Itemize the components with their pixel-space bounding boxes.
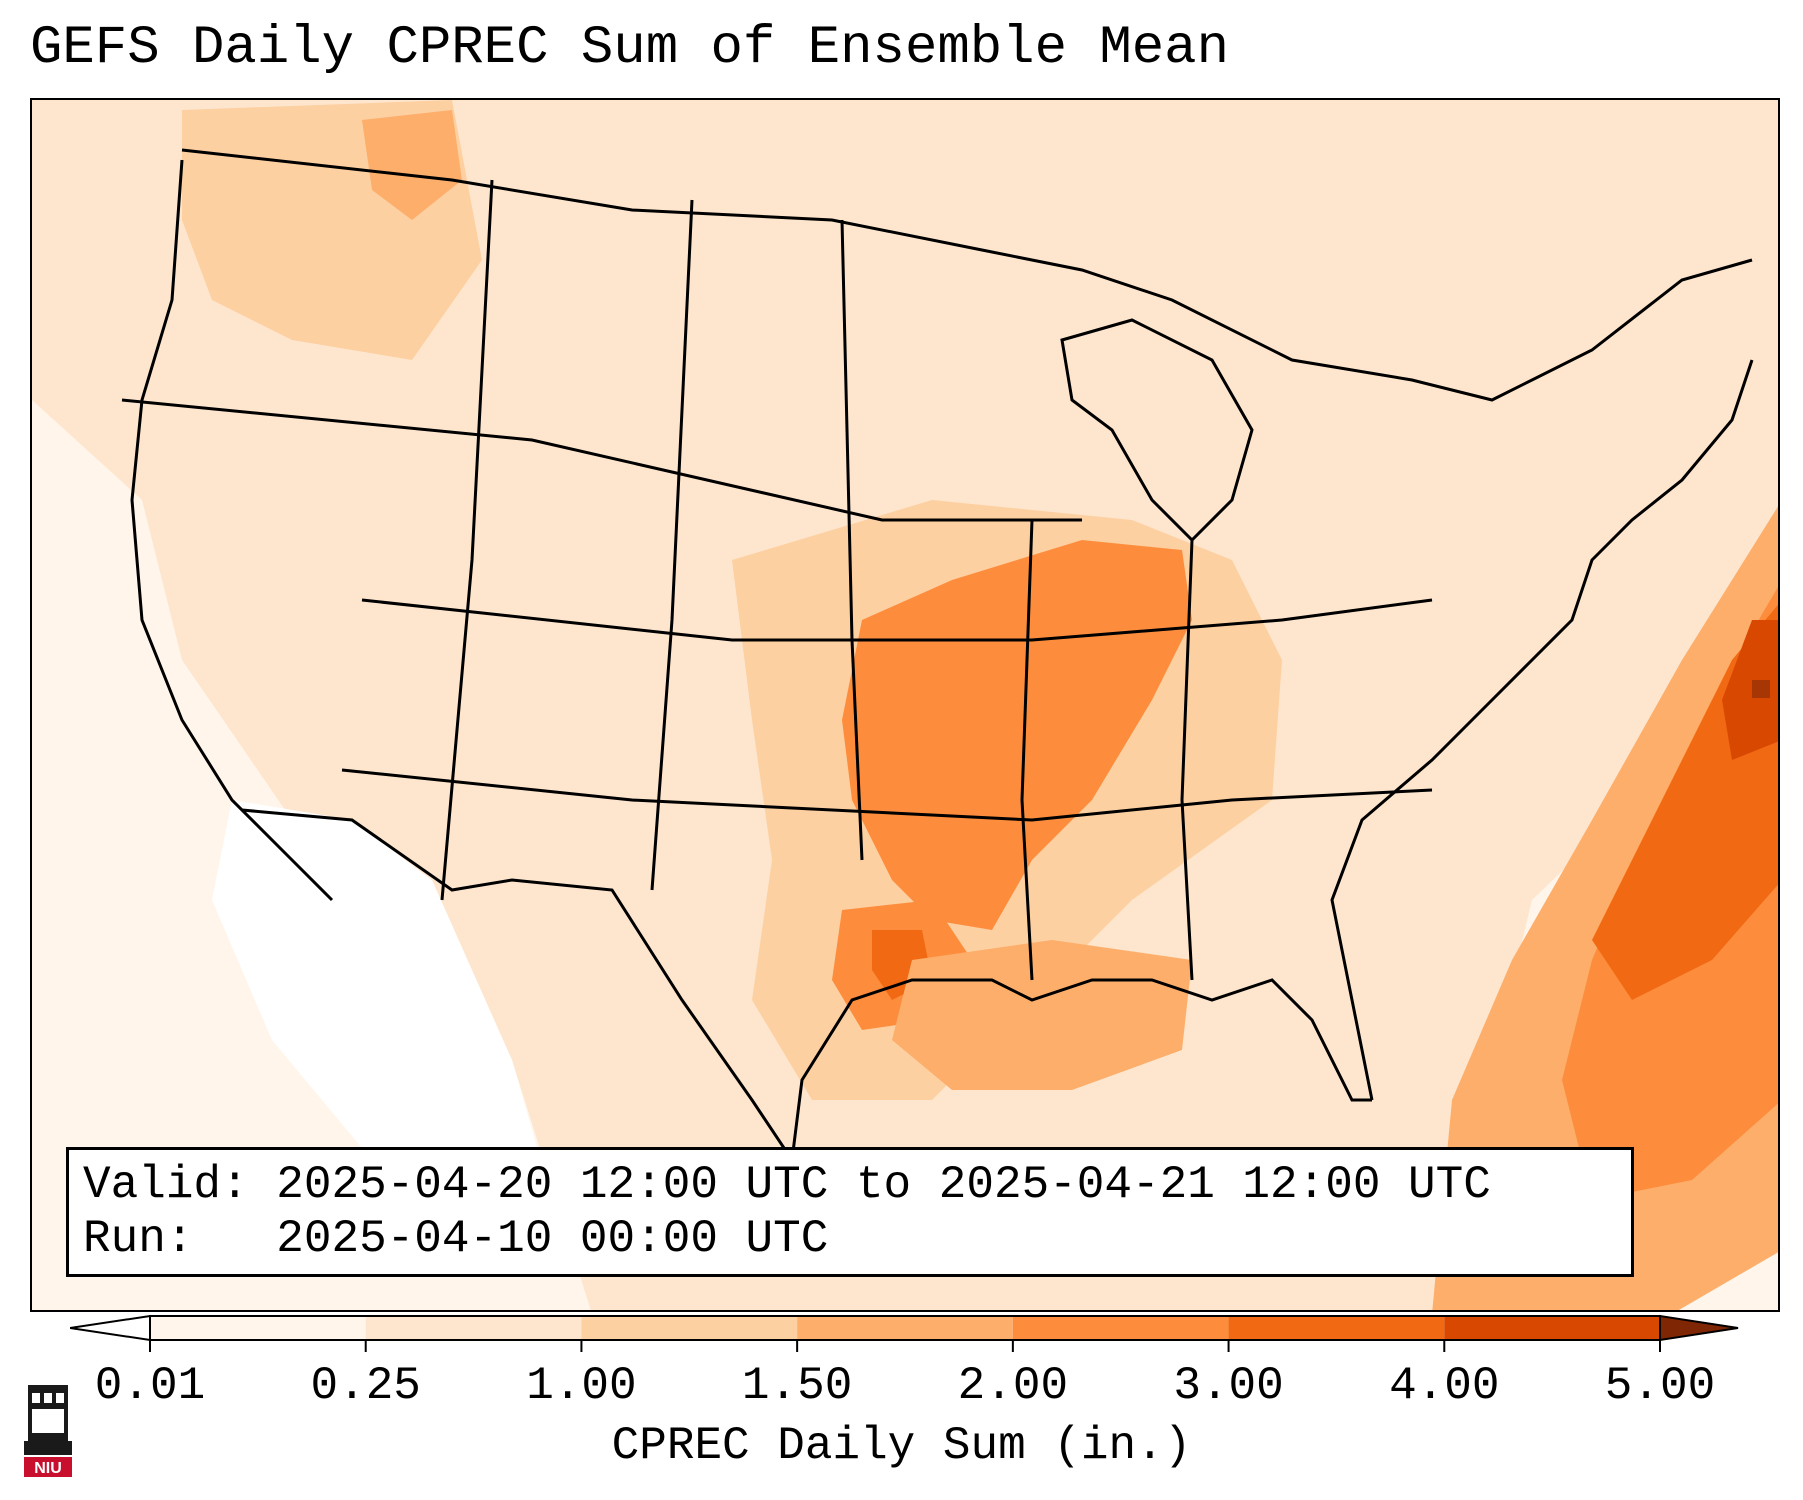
colorbar-tick-label: 1.00 (526, 1360, 637, 1412)
colorbar-over-arrow (1659, 1314, 1739, 1342)
state-line-4 (440, 179, 494, 901)
colorbar-swatch (1228, 1316, 1445, 1340)
colorbar-outline (149, 1315, 1661, 1341)
precip-atlantic-peak (1722, 620, 1778, 760)
gulf-coast (790, 978, 1372, 1161)
colorbar-tick-label: 3.00 (1173, 1360, 1284, 1412)
precip-pacific-nw-core (362, 110, 462, 220)
niu-logo: NIU (24, 1385, 72, 1477)
colorbar-tick-label: 0.25 (310, 1360, 421, 1412)
colorbar-tick-label: 4.00 (1389, 1360, 1500, 1412)
colorbar-swatch (1444, 1316, 1660, 1340)
precip-map (32, 100, 1778, 1310)
precip-atlantic-max (1752, 680, 1770, 698)
colorbar-label: CPREC Daily Sum (in.) (611, 1420, 1192, 1472)
precip-mississippi-band (842, 540, 1192, 930)
state-line-7 (1020, 519, 1034, 981)
colorbar-swatch (365, 1316, 582, 1340)
state-line-3 (341, 768, 1433, 822)
colorbar-swatch (1012, 1316, 1229, 1340)
colorbar-tick-label: 2.00 (957, 1360, 1069, 1412)
run-label: Run: (83, 1213, 194, 1265)
pacific-coast (130, 159, 334, 902)
precip-gulf-coast (892, 940, 1192, 1090)
state-line-5 (650, 199, 694, 891)
atlantic-coast (1330, 359, 1754, 1101)
colorbar-swatch (150, 1316, 366, 1340)
state-line-8 (1180, 539, 1194, 981)
colorbar-tick-label: 0.01 (94, 1360, 206, 1412)
state-line-2 (361, 598, 1433, 642)
state-line-1 (121, 398, 1082, 522)
colorbar-tick-label: 5.00 (1604, 1360, 1716, 1412)
colorbar (70, 1314, 1739, 1352)
great-lakes (1060, 318, 1254, 543)
state-line-6 (840, 219, 864, 861)
validity-info-box: Valid: 2025-04-20 12:00 UTC to 2025-04-2… (66, 1147, 1634, 1277)
mexico-border (241, 808, 794, 1161)
colorbar-swatch (581, 1316, 798, 1340)
logo-text: NIU (34, 1460, 62, 1477)
valid-value: 2025-04-20 12:00 UTC to 2025-04-21 12:00… (276, 1159, 1491, 1211)
valid-label: Valid: (83, 1159, 249, 1211)
map-panel (30, 98, 1780, 1312)
us-canada-border (181, 148, 1753, 402)
boundaries (121, 148, 1754, 1161)
colorbar-under-arrow (70, 1314, 151, 1342)
precip-dry-area (212, 800, 552, 1240)
chart-title: GEFS Daily CPREC Sum of Ensemble Mean (30, 18, 1229, 79)
run-value: 2025-04-10 00:00 UTC (276, 1213, 829, 1265)
colorbar-swatch (797, 1316, 1013, 1340)
colorbar-tick-label: 1.50 (741, 1360, 853, 1412)
